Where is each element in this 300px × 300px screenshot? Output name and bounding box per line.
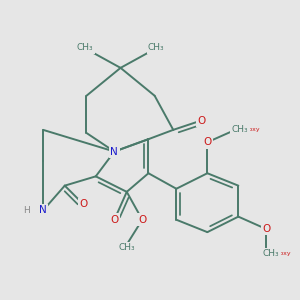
Text: CH₃: CH₃ [118,243,135,252]
Text: O: O [203,137,212,147]
Text: methoxy: methoxy [263,251,291,256]
Text: methoxy: methoxy [232,128,260,132]
Text: CH₃: CH₃ [76,43,93,52]
Text: O: O [110,215,118,225]
Text: O: O [197,116,205,126]
Text: O: O [262,224,270,234]
Text: N: N [39,206,47,215]
Text: CH₃: CH₃ [148,43,164,52]
Text: O: O [138,215,146,225]
Text: H: H [22,206,29,215]
Text: O: O [79,199,88,209]
Text: CH₃: CH₃ [232,125,248,134]
Text: N: N [110,146,118,157]
Text: CH₃: CH₃ [262,249,279,258]
